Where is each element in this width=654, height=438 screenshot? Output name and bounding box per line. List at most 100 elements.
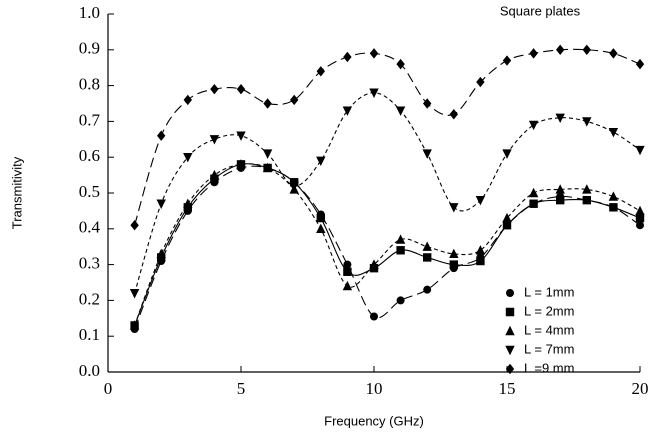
- data-point: [449, 248, 459, 259]
- data-point: [395, 106, 406, 116]
- data-point: [502, 212, 512, 223]
- data-point: [396, 58, 405, 70]
- legend-marker: [506, 289, 514, 297]
- x-tick-label: 10: [366, 379, 383, 398]
- y-tick-label: 0.7: [79, 110, 101, 129]
- data-point: [635, 58, 645, 70]
- y-tick-label: 0.1: [79, 325, 100, 344]
- data-point: [422, 149, 432, 159]
- data-point: [396, 246, 405, 255]
- data-point: [449, 109, 458, 120]
- data-point: [370, 312, 378, 321]
- data-point: [475, 245, 486, 255]
- data-point: [183, 198, 193, 208]
- y-tick-label: 0.4: [79, 218, 101, 237]
- data-point: [369, 48, 379, 59]
- legend-marker: [505, 307, 515, 317]
- y-axis-label: Transmitivity: [9, 156, 24, 229]
- legend-label: L = 4mm: [524, 322, 574, 337]
- x-tick-label: 20: [632, 379, 649, 398]
- data-point: [343, 51, 352, 63]
- data-point: [130, 220, 139, 231]
- series-line: [134, 163, 641, 326]
- y-tick-label: 0.3: [79, 254, 100, 273]
- data-point: [582, 184, 592, 194]
- chart-title: Square plates: [500, 3, 581, 18]
- series-line: [134, 163, 641, 326]
- data-point: [343, 267, 352, 276]
- data-point: [502, 55, 512, 66]
- data-point: [529, 199, 538, 208]
- data-point: [476, 256, 485, 266]
- y-tick-label: 0.0: [79, 361, 100, 380]
- y-tick-label: 0.8: [79, 75, 100, 94]
- data-point: [423, 98, 432, 109]
- data-point: [236, 159, 246, 169]
- legend-marker: [505, 325, 515, 336]
- data-point: [422, 241, 432, 251]
- x-tick-label: 0: [104, 379, 113, 398]
- data-point: [156, 199, 166, 209]
- data-point: [156, 248, 166, 259]
- data-point: [210, 83, 219, 95]
- data-point: [236, 131, 246, 141]
- data-point: [157, 130, 166, 141]
- data-point: [528, 187, 539, 198]
- data-point: [635, 213, 645, 223]
- data-point: [608, 127, 619, 138]
- data-point: [636, 221, 644, 230]
- data-point: [609, 48, 618, 59]
- data-point: [369, 88, 379, 98]
- data-point: [290, 94, 299, 106]
- data-point: [262, 149, 273, 159]
- y-tick-label: 1.0: [79, 3, 100, 22]
- x-tick-label: 5: [237, 379, 246, 398]
- data-point: [502, 221, 512, 230]
- data-point: [316, 213, 325, 223]
- data-point: [342, 106, 353, 116]
- data-point: [449, 260, 458, 269]
- data-point: [449, 203, 459, 213]
- legend-label: L = 7mm: [524, 341, 574, 356]
- legend-marker: [505, 345, 515, 356]
- data-point: [502, 149, 512, 159]
- legend-marker: [505, 363, 515, 375]
- data-point: [129, 320, 140, 330]
- data-point: [369, 259, 379, 269]
- legend-label: L = 2mm: [524, 303, 574, 318]
- data-point: [608, 191, 619, 201]
- data-point: [395, 234, 406, 244]
- data-point: [423, 253, 432, 262]
- data-point: [289, 181, 299, 192]
- data-point: [209, 169, 220, 180]
- data-point: [476, 76, 485, 88]
- data-point: [555, 113, 565, 124]
- data-point: [236, 83, 246, 95]
- data-point: [316, 66, 325, 77]
- data-point: [129, 289, 140, 299]
- x-tick-label: 15: [499, 379, 516, 398]
- data-point: [183, 94, 192, 106]
- data-point: [556, 195, 565, 205]
- data-point: [316, 223, 326, 233]
- data-point: [475, 195, 486, 206]
- data-point: [582, 195, 591, 205]
- data-point: [209, 135, 220, 145]
- series-line: [134, 92, 641, 294]
- data-point: [528, 120, 539, 131]
- data-point: [263, 98, 272, 109]
- y-tick-label: 0.6: [79, 146, 100, 165]
- data-point: [582, 117, 592, 127]
- data-point: [635, 205, 645, 216]
- data-point: [555, 184, 565, 194]
- data-point: [396, 296, 405, 305]
- data-point: [343, 260, 352, 269]
- data-point: [316, 156, 326, 166]
- data-point: [582, 44, 591, 55]
- data-point: [183, 153, 193, 163]
- y-tick-label: 0.2: [79, 289, 100, 308]
- data-point: [262, 162, 273, 173]
- data-point: [609, 203, 618, 212]
- legend-label: L =9 mm: [524, 360, 574, 375]
